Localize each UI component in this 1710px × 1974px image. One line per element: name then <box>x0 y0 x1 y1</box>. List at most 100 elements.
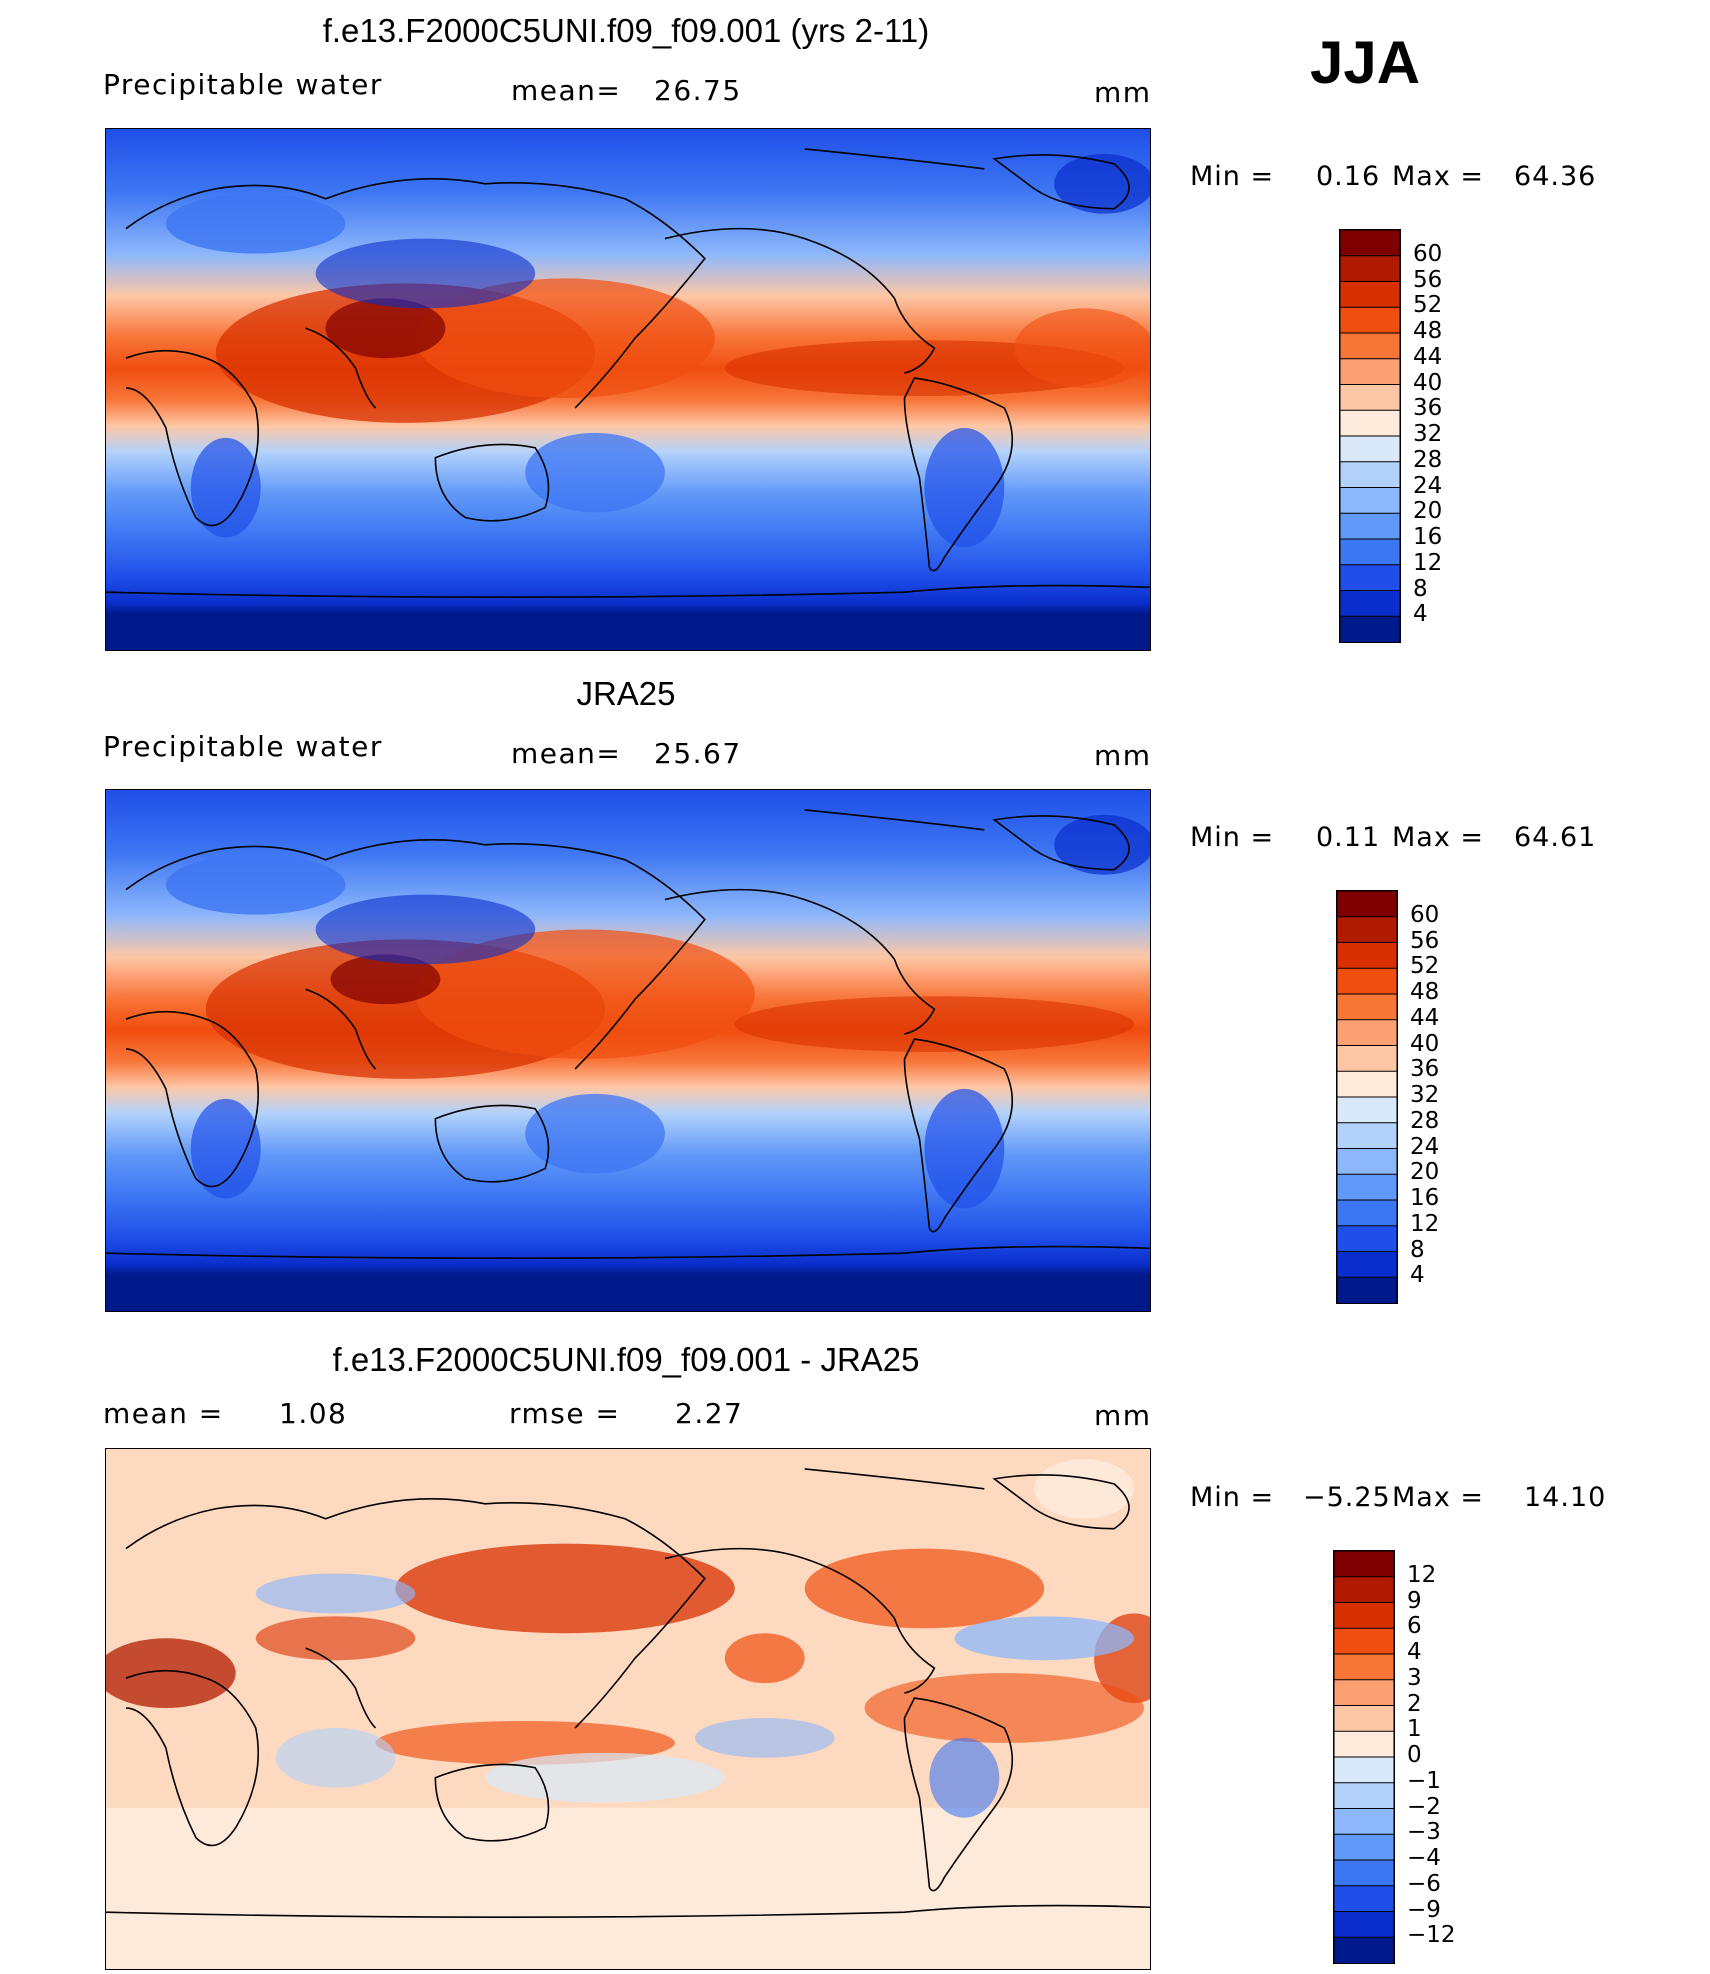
colorbar-swatch <box>1334 1936 1394 1963</box>
colorbar-swatches <box>1337 891 1397 1303</box>
colorbar-swatch <box>1334 1756 1394 1784</box>
panel-1-mean-value: 26.75 <box>654 74 742 107</box>
colorbar-tick-label: 3 <box>1407 1664 1422 1691</box>
colorbar-tick-label: 36 <box>1413 395 1443 422</box>
colorbar-tick-label: 52 <box>1410 953 1440 980</box>
colorbar-swatch <box>1340 281 1400 309</box>
colorbar-swatch <box>1337 1225 1397 1253</box>
colorbar-tick-label: 44 <box>1413 343 1443 370</box>
panel-1-max-value: 64.36 <box>1514 161 1597 192</box>
colorbar-swatch <box>1337 1019 1397 1047</box>
panel-3-mean-label: mean = <box>103 1397 224 1430</box>
colorbar-tick-label: 0 <box>1407 1742 1422 1768</box>
colorbar-swatch <box>1337 1148 1397 1176</box>
colorbar-swatch <box>1334 1627 1394 1655</box>
colorbar-swatch <box>1337 891 1397 918</box>
colorbar-swatch <box>1334 1859 1394 1887</box>
colorbar-swatch <box>1334 1808 1394 1836</box>
panel-2-units: mm <box>1094 739 1152 772</box>
panel-3-max-label: Max = <box>1392 1482 1485 1513</box>
panel-1-min-value: 0.16 <box>1316 161 1381 192</box>
colorbar-swatch <box>1337 1122 1397 1150</box>
colorbar-swatch <box>1337 916 1397 944</box>
colorbar-swatch <box>1334 1911 1394 1939</box>
colorbar-tick-label: −1 <box>1407 1767 1441 1794</box>
colorbar-swatch <box>1337 967 1397 995</box>
colorbar-tick-label: 32 <box>1413 421 1443 447</box>
colorbar-tick-label: 20 <box>1413 498 1443 525</box>
colorbar-swatches <box>1334 1551 1394 1963</box>
colorbar-swatch <box>1337 1199 1397 1227</box>
colorbar-tick-label: 12 <box>1407 1561 1437 1588</box>
colorbar-tick-label: 60 <box>1410 901 1440 928</box>
panel-1-variable: Precipitable water <box>103 68 383 101</box>
colorbar-swatch <box>1334 1653 1394 1681</box>
panel-3-min-value: −5.25 <box>1303 1482 1391 1513</box>
colorbar-swatch <box>1340 409 1400 437</box>
colorbar-swatch <box>1337 1070 1397 1098</box>
panel-1-units: mm <box>1094 76 1152 109</box>
panel-1-max-label: Max = <box>1392 161 1485 192</box>
colorbar-tick-label: 48 <box>1410 979 1440 1005</box>
colorbar-swatch <box>1337 1251 1397 1279</box>
colorbar-swatch <box>1340 230 1400 257</box>
colorbar-swatch <box>1340 512 1400 540</box>
colorbar-swatch <box>1334 1885 1394 1913</box>
panel-3-max-value: 14.10 <box>1524 1482 1607 1513</box>
season-label: JJA <box>1310 29 1421 96</box>
panel-3-map <box>105 1448 1151 1970</box>
colorbar-tick-label: 48 <box>1413 318 1443 344</box>
colorbar-tick-label: 56 <box>1410 927 1440 954</box>
colorbar-swatch <box>1337 942 1397 970</box>
panel-2-variable: Precipitable water <box>103 730 383 763</box>
panel-1-mean-label: mean= <box>511 74 622 107</box>
panel-3-min-label: Min = <box>1190 1482 1275 1513</box>
panel-2-colorbar <box>1336 890 1398 1304</box>
panel-1-map-canvas <box>106 129 1150 650</box>
colorbar-tick-label: −3 <box>1407 1819 1441 1846</box>
panel-2-title: JRA25 <box>576 675 676 712</box>
colorbar-tick-label: 32 <box>1410 1082 1440 1108</box>
colorbar-tick-label: 28 <box>1410 1107 1440 1134</box>
colorbar-swatch <box>1340 306 1400 334</box>
colorbar-swatches <box>1340 230 1400 642</box>
panel-3-rmse-value: 2.27 <box>675 1397 744 1430</box>
colorbar-swatch <box>1340 564 1400 592</box>
colorbar-swatch <box>1340 435 1400 463</box>
colorbar-swatch <box>1340 461 1400 489</box>
colorbar-tick-label: −4 <box>1407 1845 1441 1871</box>
panel-2-min-label: Min = <box>1190 822 1275 853</box>
colorbar-swatch <box>1334 1705 1394 1733</box>
panel-2-mean-value: 25.67 <box>654 737 742 770</box>
colorbar-tick-label: −6 <box>1407 1870 1441 1897</box>
panel-1-colorbar <box>1339 229 1401 643</box>
panel-2-map <box>105 789 1151 1312</box>
colorbar-swatch <box>1334 1833 1394 1861</box>
panel-1-map <box>105 128 1151 651</box>
colorbar-tick-label: 60 <box>1413 240 1443 267</box>
colorbar-swatch <box>1340 332 1400 360</box>
colorbar-tick-label: 40 <box>1413 369 1443 396</box>
colorbar-tick-label: −12 <box>1407 1922 1456 1949</box>
colorbar-tick-label: 6 <box>1407 1613 1422 1640</box>
panel-2-map-canvas <box>106 790 1150 1311</box>
colorbar-tick-label: 40 <box>1410 1030 1440 1057</box>
colorbar-tick-label: 2 <box>1407 1690 1422 1717</box>
colorbar-tick-label: 1 <box>1407 1716 1422 1743</box>
colorbar-tick-label: 16 <box>1410 1185 1440 1211</box>
panel-3-rmse-label: rmse = <box>509 1397 621 1430</box>
panel-3-units: mm <box>1094 1399 1152 1432</box>
panel-2-mean-label: mean= <box>511 737 622 770</box>
colorbar-swatch <box>1340 487 1400 515</box>
colorbar-tick-label: 20 <box>1410 1159 1440 1186</box>
colorbar-tick-label: 24 <box>1413 472 1443 499</box>
panel-1-min-label: Min = <box>1190 161 1275 192</box>
colorbar-swatch <box>1337 1276 1397 1303</box>
colorbar-swatch <box>1334 1679 1394 1707</box>
colorbar-swatch <box>1340 538 1400 566</box>
panel-2-max-value: 64.61 <box>1514 822 1597 853</box>
colorbar-swatch <box>1334 1730 1394 1758</box>
colorbar-tick-label: −9 <box>1407 1896 1441 1923</box>
colorbar-swatch <box>1340 255 1400 283</box>
colorbar-tick-label: 4 <box>1410 1262 1425 1289</box>
